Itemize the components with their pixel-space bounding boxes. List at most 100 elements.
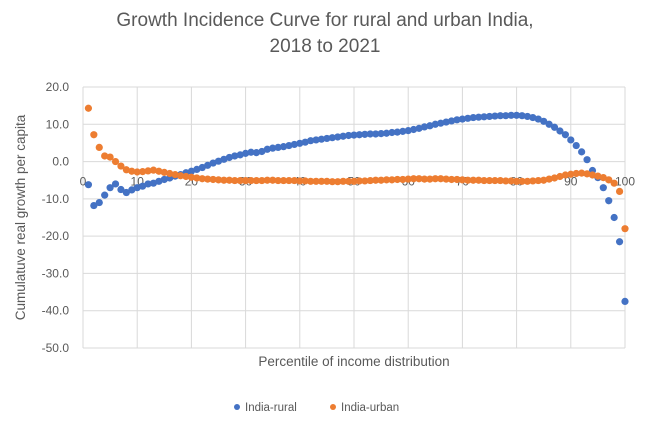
data-point xyxy=(469,176,477,184)
data-point xyxy=(366,130,374,138)
data-point xyxy=(106,153,114,161)
data-point xyxy=(599,184,607,192)
data-point xyxy=(415,175,423,183)
data-point xyxy=(556,127,564,135)
legend-marker-india-rural xyxy=(234,404,240,410)
data-point xyxy=(128,167,136,175)
data-point xyxy=(561,131,569,139)
chart-title: Growth Incidence Curve for rural and urb… xyxy=(0,8,650,60)
data-point xyxy=(323,134,331,143)
data-point xyxy=(214,176,223,184)
data-point xyxy=(615,238,624,246)
data-point xyxy=(84,104,93,112)
data-point xyxy=(279,176,288,185)
data-point xyxy=(458,115,466,123)
data-point xyxy=(160,175,168,184)
data-point xyxy=(339,177,347,185)
data-point xyxy=(144,167,152,175)
data-point xyxy=(404,127,412,135)
data-point xyxy=(139,168,147,176)
data-point xyxy=(545,175,553,183)
data-point xyxy=(231,152,239,160)
data-point xyxy=(312,177,320,185)
data-point xyxy=(307,137,315,145)
data-point xyxy=(334,178,342,186)
data-point xyxy=(599,174,607,182)
data-point xyxy=(372,176,380,184)
data-point xyxy=(502,112,510,120)
series-india-urban xyxy=(84,104,629,233)
data-point xyxy=(458,176,466,184)
data-point xyxy=(426,175,434,183)
data-point xyxy=(447,175,456,184)
data-point xyxy=(513,111,521,119)
data-point xyxy=(290,140,298,149)
data-point xyxy=(442,175,450,183)
y-axis-label: Cumulatuve real growth per capita xyxy=(13,114,28,320)
data-point xyxy=(269,144,277,152)
data-point xyxy=(426,122,434,130)
data-point xyxy=(285,176,293,185)
data-point xyxy=(144,180,152,188)
data-point xyxy=(420,175,429,183)
data-point xyxy=(187,173,195,181)
data-point xyxy=(312,136,320,144)
data-point xyxy=(182,172,190,181)
data-point xyxy=(111,180,120,188)
series-india-rural xyxy=(84,111,629,305)
data-point xyxy=(274,176,282,185)
data-point xyxy=(242,176,250,185)
data-point xyxy=(475,113,483,121)
y-tick-label: -10.0 xyxy=(42,192,70,206)
data-point xyxy=(410,175,418,183)
data-point xyxy=(491,112,499,120)
data-point xyxy=(605,176,613,184)
data-point xyxy=(464,176,472,184)
data-point xyxy=(155,167,163,175)
data-point xyxy=(209,175,217,184)
data-point xyxy=(198,175,206,183)
data-point xyxy=(556,172,564,181)
data-point xyxy=(475,176,483,184)
data-point xyxy=(155,177,163,185)
data-point xyxy=(214,157,223,165)
data-point xyxy=(491,176,499,185)
chart-title-line-2: 2018 to 2021 xyxy=(269,36,381,57)
data-point xyxy=(263,176,271,184)
legend-marker-india-urban xyxy=(330,404,336,410)
data-point xyxy=(420,123,429,131)
data-point xyxy=(615,187,624,195)
data-point xyxy=(90,131,98,139)
gridlines xyxy=(82,86,626,349)
data-point xyxy=(410,125,418,134)
data-point xyxy=(328,178,336,186)
data-point xyxy=(193,165,201,174)
y-tick-label: -50.0 xyxy=(42,341,70,355)
data-point xyxy=(610,179,618,187)
y-tick-label: -20.0 xyxy=(42,229,70,243)
data-point xyxy=(588,171,597,179)
data-point xyxy=(453,116,461,124)
data-point xyxy=(247,148,255,156)
data-point xyxy=(101,152,109,160)
data-point xyxy=(139,182,147,190)
data-point xyxy=(339,132,347,140)
data-point xyxy=(485,176,494,185)
data-point xyxy=(344,131,353,140)
data-point xyxy=(621,225,629,233)
data-point xyxy=(106,184,114,192)
data-point xyxy=(252,149,261,157)
x-tick-label: 100 xyxy=(615,175,635,189)
data-point xyxy=(545,120,553,128)
data-point xyxy=(361,130,369,138)
data-point xyxy=(372,130,380,138)
data-point xyxy=(263,145,271,153)
x-tick-label: 90 xyxy=(564,175,578,189)
data-point xyxy=(95,198,103,207)
data-point xyxy=(388,176,396,184)
data-point xyxy=(399,127,407,135)
data-point xyxy=(204,175,212,183)
data-point xyxy=(502,177,510,185)
data-point xyxy=(518,112,526,120)
data-point xyxy=(317,135,326,143)
